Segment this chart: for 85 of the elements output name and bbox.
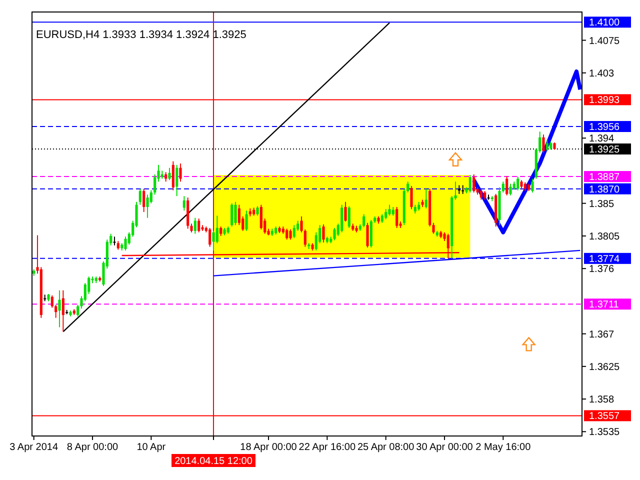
candlestick: [194, 217, 196, 234]
candlestick: [238, 204, 240, 226]
candlestick: [58, 290, 61, 328]
x-tick-label: 2 May 16:00: [476, 442, 532, 453]
candlestick: [410, 185, 413, 210]
x-tick-label: 8 Apr 00:00: [66, 442, 119, 453]
candlestick: [176, 164, 178, 197]
x-tick-label: 22 Apr 16:00: [298, 442, 356, 453]
candlestick: [366, 222, 369, 248]
candlestick: [260, 204, 262, 230]
candlestick: [245, 210, 248, 232]
candlestick: [182, 196, 186, 212]
ref-line-label: 1.3956: [589, 122, 620, 134]
candlestick: [340, 204, 344, 233]
candlestick: [208, 227, 212, 248]
candlestick: [212, 230, 215, 251]
candlestick: [198, 218, 200, 233]
candlestick: [388, 204, 391, 216]
candlestick: [314, 232, 318, 251]
candlestick: [472, 174, 476, 193]
candlestick: [62, 290, 64, 332]
candlestick: [462, 184, 464, 194]
y-tick-label: 1.358: [589, 394, 614, 406]
x-tick-label: 10 Apr: [136, 442, 166, 453]
y-tick-label: 1.4075: [589, 36, 620, 47]
ref-line-label: 1.3887: [589, 172, 620, 184]
candlestick: [289, 228, 292, 240]
y-tick-label: 1.3625: [589, 362, 620, 373]
candlestick: [468, 174, 472, 193]
y-tick-label: 1.376: [589, 264, 614, 276]
candlestick: [138, 188, 142, 206]
candlestick: [50, 294, 54, 308]
candlestick: [230, 202, 234, 228]
y-tick-label: 1.394: [589, 134, 614, 145]
ref-line-label: 1.3711: [589, 300, 620, 311]
ref-line-label: 1.3993: [589, 95, 620, 106]
candlestick: [322, 224, 325, 243]
candlestick: [384, 208, 388, 220]
candlestick: [292, 224, 296, 239]
ref-line-label: 1.3925: [589, 144, 620, 156]
candlestick: [54, 304, 58, 318]
candlestick: [142, 188, 146, 213]
y-tick-label: 1.403: [589, 68, 614, 80]
y-tick-label: 1.3805: [589, 231, 620, 242]
ref-line-label: 1.3870: [589, 184, 620, 196]
x-tick-label: 18 Apr 00:00: [240, 442, 298, 453]
candlestick: [172, 160, 174, 191]
candlestick: [124, 236, 127, 251]
candlestick: [531, 178, 534, 193]
candlestick: [520, 180, 523, 190]
candlestick: [509, 183, 512, 196]
candlestick: [333, 227, 336, 241]
candlestick: [179, 162, 182, 182]
candlestick: [348, 206, 350, 228]
candlestick: [542, 134, 545, 154]
ref-line-label: 1.4100: [589, 18, 620, 29]
candlestick: [220, 226, 222, 236]
candlestick: [154, 174, 156, 196]
ref-line-label: 1.3774: [589, 254, 620, 265]
candlestick: [344, 201, 347, 222]
y-tick-label: 1.3535: [589, 427, 620, 438]
ref-line-label: 1.3557: [589, 411, 620, 422]
y-tick-label: 1.367: [589, 329, 614, 340]
candlestick: [396, 206, 398, 228]
x-tick-label: 3 Apr 2014: [10, 442, 58, 453]
candlestick: [146, 194, 149, 218]
candlestick: [480, 189, 482, 200]
candlestick: [150, 190, 152, 204]
candlestick: [406, 181, 410, 193]
candlestick: [506, 176, 508, 196]
candlestick: [286, 228, 288, 240]
candlestick: [458, 184, 460, 194]
candlestick: [256, 206, 259, 216]
y-tick-label: 1.385: [589, 198, 614, 210]
candlestick: [546, 140, 548, 152]
candlestick: [516, 176, 520, 191]
candlestick: [362, 214, 366, 228]
candlestick: [216, 215, 218, 244]
candlestick: [168, 167, 171, 181]
x-tick-label: 2014.04.15 12:00: [174, 456, 253, 467]
x-tick-label: 30 Apr 00:00: [416, 442, 474, 453]
candlestick: [234, 201, 237, 226]
candlestick: [113, 236, 116, 246]
candlestick: [424, 188, 428, 209]
x-tick-label: 25 Apr 08:00: [357, 442, 415, 453]
